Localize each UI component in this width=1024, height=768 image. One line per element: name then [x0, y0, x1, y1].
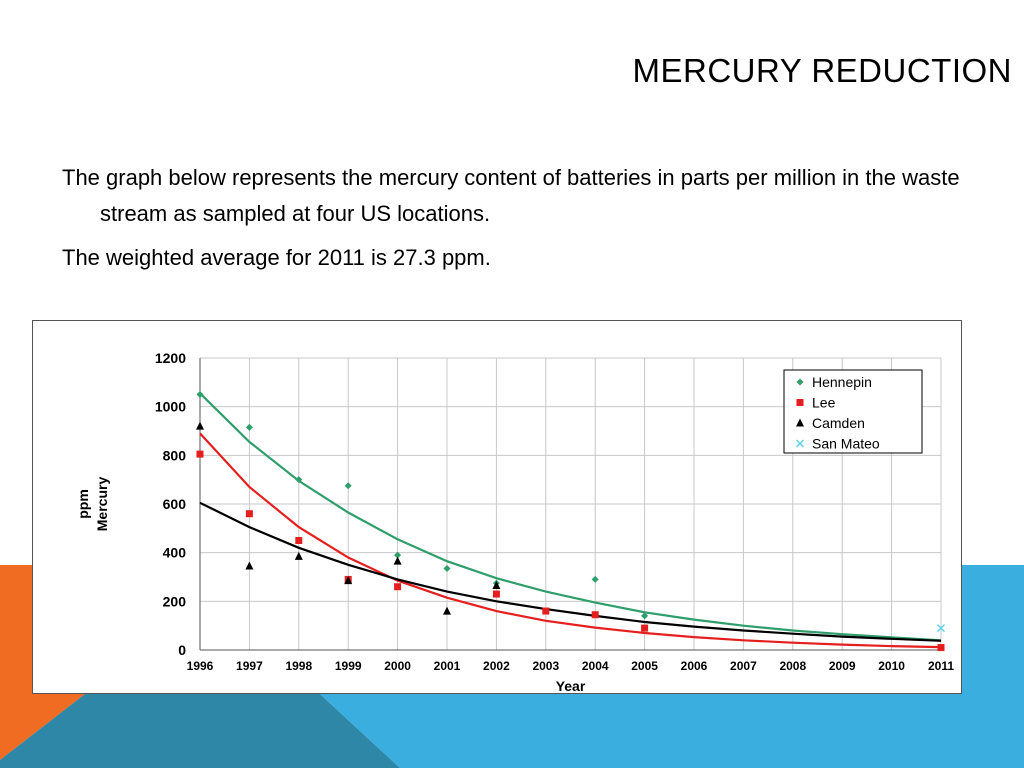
y-tick-label: 400	[163, 545, 187, 561]
legend-label-san-mateo: San Mateo	[812, 436, 880, 452]
x-axis-title: Year	[556, 678, 586, 693]
data-point-lee	[542, 607, 550, 615]
x-tick-label: 2003	[532, 659, 559, 673]
data-point-camden	[443, 606, 451, 615]
legend-marker-lee	[796, 399, 804, 406]
data-point-hennepin	[591, 575, 599, 583]
slide-title: MERCURY REDUCTION	[632, 52, 1012, 89]
data-point-hennepin	[641, 612, 649, 620]
data-point-camden	[492, 581, 501, 590]
mercury-chart: 0 200 400 600 800 1000 1200 1996 1997 1998 1999 200…	[75, 350, 954, 693]
x-tick-label: 2001	[434, 659, 461, 673]
data-point-lee	[245, 510, 253, 518]
data-point-san-mateo	[936, 624, 946, 633]
y-tick-label: 0	[178, 642, 186, 658]
y-axis-title-line1: ppm	[75, 489, 91, 519]
x-tick-label: 2008	[779, 659, 806, 673]
x-tick-label: 2010	[878, 659, 905, 673]
y-tick-label: 800	[163, 447, 187, 463]
data-point-hennepin	[443, 564, 451, 572]
x-tick-label: 1997	[236, 659, 263, 673]
data-point-lee	[394, 583, 402, 591]
x-tick-label: 2007	[730, 659, 757, 673]
paragraph-weighted-average: The weighted average for 2011 is 27.3 pp…	[62, 245, 491, 270]
legend-marker-san-mateo	[795, 439, 805, 448]
x-tick-label: 2002	[483, 659, 510, 673]
data-point-lee	[937, 644, 945, 652]
light-blue-shape	[320, 565, 1024, 768]
legend-marker-hennepin	[796, 378, 804, 386]
y-tick-label: 1200	[155, 350, 186, 366]
data-point-lee	[591, 611, 599, 619]
legend-label-lee: Lee	[812, 395, 836, 411]
legend-label-hennepin: Hennepin	[812, 374, 872, 390]
x-tick-label: 2006	[681, 659, 708, 673]
data-point-hennepin	[344, 482, 352, 490]
data-point-camden	[344, 576, 353, 585]
data-point-lee	[295, 537, 303, 544]
data-point-hennepin	[394, 551, 402, 559]
data-point-hennepin	[245, 423, 253, 431]
x-tick-label: 2005	[631, 659, 658, 673]
x-tick-label: 2000	[384, 659, 411, 673]
x-tick-label: 1998	[285, 659, 312, 673]
trend-line-lee	[199, 432, 942, 649]
slide-body: The graph below represents the mercury c…	[62, 160, 962, 276]
dark-blue-shape	[0, 694, 400, 768]
chart-frame: 0 200 400 600 800 1000 1200 1996 1997 1998 1999 200…	[32, 320, 962, 694]
data-point-lee	[492, 590, 500, 598]
data-point-camden	[393, 556, 402, 565]
data-point-hennepin	[196, 391, 204, 398]
data-point-hennepin	[295, 476, 303, 484]
x-tick-label: 1999	[335, 659, 362, 673]
paragraph-graph-description: The graph below represents the mercury c…	[62, 165, 960, 226]
legend-box	[783, 369, 923, 454]
y-tick-label: 1000	[155, 399, 186, 415]
y-tick-label: 600	[163, 496, 187, 512]
y-tick-label: 200	[163, 593, 187, 609]
x-tick-label: 2004	[582, 659, 609, 673]
x-tick-label: 2009	[829, 659, 856, 673]
data-point-camden	[196, 421, 204, 430]
data-point-lee	[196, 450, 204, 458]
legend-marker-camden	[796, 418, 804, 427]
legend-label-camden: Camden	[812, 415, 865, 431]
trend-line-camden	[199, 501, 942, 642]
data-point-lee	[641, 624, 649, 632]
data-point-camden	[245, 561, 254, 570]
trend-line-hennepin	[199, 392, 942, 642]
data-point-camden	[294, 551, 303, 560]
orange-corner-shape	[0, 565, 85, 760]
y-axis-title-line2: Mercury	[94, 477, 110, 532]
x-tick-label: 2011	[928, 659, 954, 673]
x-tick-label: 1996	[187, 659, 214, 673]
